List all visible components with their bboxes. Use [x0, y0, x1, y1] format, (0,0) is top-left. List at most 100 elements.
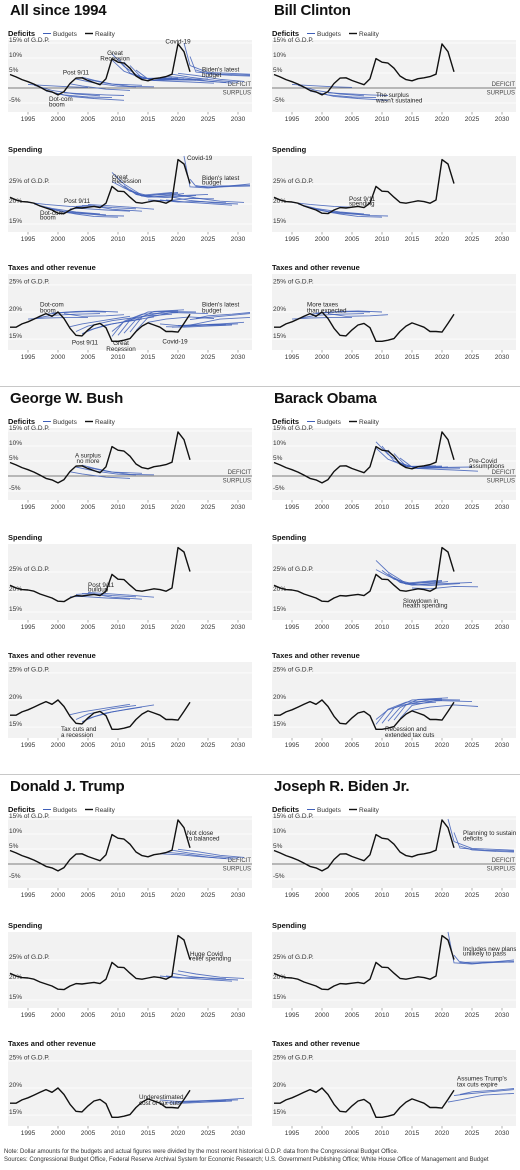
- chart-title: Spending: [272, 145, 307, 154]
- y-tick-label: 15% of G.D.P.: [9, 425, 50, 432]
- y-tick-label: 25% of G.D.P.: [9, 1055, 50, 1062]
- x-tick-label: 1995: [21, 504, 36, 511]
- budget-line: [27, 201, 89, 208]
- x-tick-label: 2000: [51, 236, 66, 243]
- y-tick-label: 15% of G.D.P.: [273, 813, 314, 820]
- budget-line: [399, 700, 473, 719]
- x-tick-label: 2020: [171, 1130, 186, 1137]
- reality-line: [9, 158, 191, 215]
- x-tick-label: 1995: [285, 504, 300, 511]
- budget-line: [189, 178, 251, 187]
- x-tick-label: 2010: [375, 742, 390, 749]
- x-tick-label: 2015: [405, 742, 420, 749]
- x-tick-label: 2000: [51, 1130, 66, 1137]
- x-tick-label: 2020: [171, 624, 186, 631]
- y-tick-label: -5%: [9, 485, 21, 492]
- annotation: The surplus: [376, 92, 409, 99]
- x-tick-label: 2030: [231, 892, 246, 899]
- budget-line: [69, 595, 131, 600]
- x-tick-label: 2010: [375, 892, 390, 899]
- x-tick-label: 2020: [435, 116, 450, 123]
- surplus-label: SURPLUS: [223, 867, 251, 873]
- budget-line: [177, 1097, 245, 1103]
- x-tick-label: 2025: [465, 1130, 480, 1137]
- x-tick-label: 2000: [51, 742, 66, 749]
- y-tick-label: -5%: [9, 873, 21, 880]
- chart-title: Spending: [8, 533, 43, 542]
- x-tick-label: 2005: [81, 116, 96, 123]
- annotation: to balanced: [187, 836, 220, 843]
- reality-line: [274, 1087, 455, 1118]
- budget-line: [147, 79, 215, 84]
- annotation: Post 9/11: [88, 582, 115, 589]
- budget-line: [135, 193, 209, 198]
- y-tick-label: 25% of G.D.P.: [273, 667, 314, 674]
- x-tick-label: 2015: [405, 892, 420, 899]
- y-tick-label: 15%: [273, 994, 286, 1001]
- x-tick-label: 2010: [111, 1012, 126, 1019]
- x-tick-label: 2030: [495, 742, 510, 749]
- x-tick-label: 2020: [171, 236, 186, 243]
- budget-line: [165, 975, 233, 982]
- x-tick-label: 2005: [81, 504, 96, 511]
- x-tick-label: 2025: [201, 1130, 216, 1137]
- reality-line: [10, 1087, 191, 1118]
- y-tick-label: 25% of G.D.P.: [273, 279, 314, 286]
- y-tick-label: 25% of G.D.P.: [273, 1055, 314, 1062]
- x-tick-label: 1995: [21, 354, 36, 361]
- x-tick-label: 2015: [141, 742, 156, 749]
- legend-budgets-label: Budgets: [53, 807, 78, 814]
- x-tick-label: 2010: [375, 504, 390, 511]
- reality-line: [274, 699, 455, 730]
- x-tick-label: 2005: [81, 892, 96, 899]
- x-tick-label: 2020: [435, 354, 450, 361]
- annotation: Great: [112, 174, 128, 181]
- annotation: Recession: [112, 178, 142, 185]
- deficit-label: DEFICIT: [228, 82, 252, 88]
- y-tick-label: 15%: [9, 606, 22, 613]
- annotation: Post 9/11: [349, 196, 376, 203]
- budget-line: [315, 91, 389, 101]
- x-tick-label: 2030: [231, 1130, 246, 1137]
- y-tick-label: 25% of G.D.P.: [9, 667, 50, 674]
- budget-line: [411, 704, 479, 711]
- deficit-label: DEFICIT: [492, 82, 516, 88]
- chart-title: Taxes and other revenue: [272, 1039, 360, 1048]
- x-tick-label: 1995: [21, 1012, 36, 1019]
- row-divider: [0, 774, 520, 775]
- revenue-chart: Taxes and other revenue 25% of G.D.P. 20% 1…: [272, 1039, 516, 1137]
- x-tick-label: 2015: [405, 354, 420, 361]
- x-tick-label: 2010: [111, 236, 126, 243]
- y-tick-label: -5%: [273, 873, 285, 880]
- x-tick-label: 2025: [201, 742, 216, 749]
- budget-line: [51, 310, 119, 314]
- legend-budgets-label: Budgets: [53, 31, 78, 38]
- x-tick-label: 2000: [315, 354, 330, 361]
- surplus-label: SURPLUS: [223, 479, 251, 485]
- x-tick-label: 2020: [171, 354, 186, 361]
- y-tick-label: 5%: [273, 67, 283, 74]
- annotation: More taxes: [307, 302, 338, 309]
- annotation: Dot-com: [49, 96, 73, 103]
- budget-line: [171, 196, 239, 205]
- plot-area: [272, 816, 516, 888]
- x-tick-label: 2015: [405, 1012, 420, 1019]
- reality-line: [274, 311, 455, 342]
- budget-line: [33, 203, 101, 215]
- y-tick-label: 15%: [9, 218, 22, 225]
- y-tick-label: 5%: [9, 67, 19, 74]
- y-tick-label: 15%: [9, 994, 22, 1001]
- budget-line: [375, 700, 443, 725]
- x-tick-label: 2005: [345, 354, 360, 361]
- y-tick-label: 25% of G.D.P.: [9, 566, 50, 573]
- legend-reality-label: Reality: [359, 807, 380, 814]
- chart-title: Spending: [8, 145, 43, 154]
- budget-line: [381, 570, 443, 585]
- x-tick-label: 2005: [345, 236, 360, 243]
- x-tick-label: 2020: [171, 742, 186, 749]
- x-tick-label: 2025: [465, 1012, 480, 1019]
- surplus-label: SURPLUS: [487, 91, 515, 97]
- x-tick-label: 2020: [171, 504, 186, 511]
- y-tick-label: 25% of G.D.P.: [9, 178, 50, 185]
- x-tick-label: 2010: [111, 354, 126, 361]
